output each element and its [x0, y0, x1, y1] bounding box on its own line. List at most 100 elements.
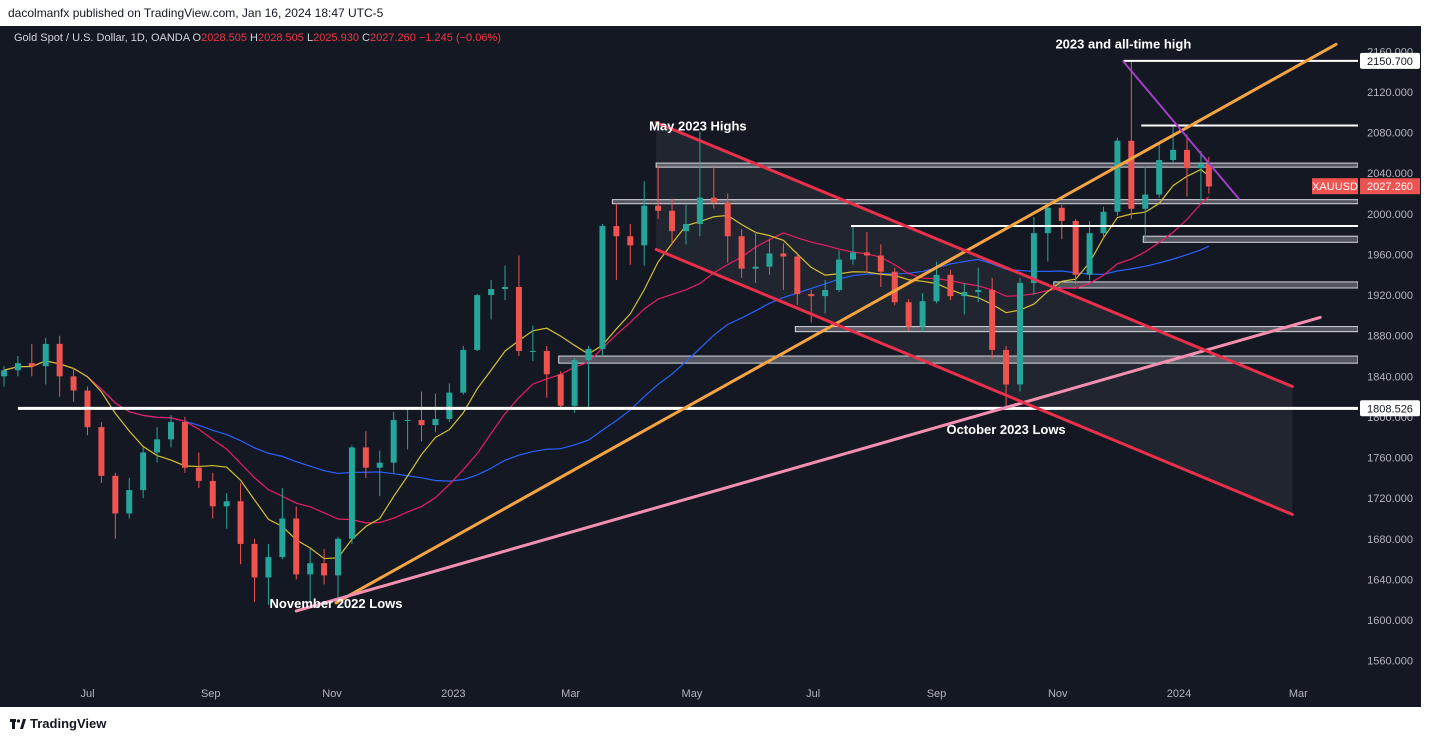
candle-body-55: [766, 253, 773, 267]
candle-body-38: [529, 350, 536, 352]
y-tick-label-13: 1640.000: [1367, 574, 1413, 586]
candle-body-17: [237, 501, 244, 544]
candle-body-43: [599, 226, 606, 349]
legend-low-label: L: [306, 32, 314, 44]
legend-high: 2028.505: [258, 32, 304, 44]
candle-body-11: [154, 439, 161, 453]
candle-body-51: [710, 197, 717, 203]
candle-body-3: [42, 343, 49, 367]
chart-panel[interactable]: 2023 and all-time high May 2023 Highs Nove…: [0, 26, 1421, 707]
candle-body-74: [1030, 233, 1037, 283]
candle-body-66: [919, 301, 926, 327]
candle-body-20: [279, 518, 286, 558]
candle-body-26: [362, 447, 369, 468]
candle-body-49: [682, 224, 689, 232]
x-tick-label-2: Nov: [322, 688, 342, 700]
candle-body-60: [836, 259, 843, 291]
trendline-pink: [294, 315, 1322, 613]
candle-body-41: [571, 360, 578, 406]
candle-body-72: [1003, 349, 1010, 385]
published-header: dacolmanfx published on TradingView.com,…: [0, 0, 1429, 26]
ma-50-line: [3, 168, 1210, 560]
candle-body-87: [1205, 164, 1212, 187]
level-tag-bg-0: [1360, 52, 1420, 69]
candle-body-80: [1114, 140, 1121, 212]
time-axis: [0, 681, 1421, 707]
candle-body-54: [752, 266, 759, 269]
candle-body-59: [822, 290, 829, 297]
candle-body-39: [543, 350, 550, 375]
y-tick-label-15: 1560.000: [1367, 656, 1413, 668]
candle-body-28: [390, 420, 397, 463]
channel-fill: [656, 122, 1293, 515]
candle-body-70: [975, 290, 982, 293]
candle-body-37: [515, 286, 522, 351]
candle-body-77: [1072, 220, 1079, 275]
candle-body-84: [1170, 149, 1177, 161]
candle-body-14: [195, 467, 202, 481]
candle-body-8: [112, 475, 119, 514]
candle-body-2: [28, 363, 35, 367]
candle-body-85: [1184, 149, 1191, 169]
candle-body-24: [335, 538, 342, 576]
candle-body-13: [181, 422, 188, 468]
candle-body-81: [1128, 140, 1135, 209]
candle-body-44: [613, 226, 620, 237]
annotation-1: May 2023 Highs: [649, 119, 747, 134]
tradingview-logo-icon: [10, 718, 26, 729]
support-zone-2: [1142, 235, 1359, 243]
tradingview-logo[interactable]: TradingView: [10, 716, 106, 731]
y-tick-label-14: 1600.000: [1367, 615, 1413, 627]
candle-body-25: [348, 447, 355, 539]
candle-body-83: [1156, 160, 1163, 195]
y-tick-label-10: 1760.000: [1367, 453, 1413, 465]
candle-body-42: [585, 348, 592, 361]
annotation-2: November 2022 Lows: [270, 596, 403, 611]
trendline-red-lower: [654, 247, 1294, 516]
legend-close-label: C: [362, 32, 370, 44]
candle-body-5: [70, 376, 77, 391]
annotation-0: 2023 and all-time high: [1055, 36, 1191, 51]
x-tick-label-7: Sep: [927, 688, 947, 700]
candle-body-9: [126, 490, 133, 514]
candle-body-34: [474, 295, 481, 350]
legend-symbol: Gold Spot / U.S. Dollar, 1D, OANDA: [14, 32, 190, 44]
y-tick-label-4: 2000.000: [1367, 209, 1413, 221]
candle-body-56: [780, 253, 787, 257]
ma-100-line: [3, 196, 1210, 524]
candle-body-53: [738, 236, 745, 269]
published-text: dacolmanfx published on TradingView.com,…: [8, 6, 384, 20]
last-price-tag: 2027.260: [1367, 181, 1413, 193]
price-axis: [1358, 26, 1421, 707]
candle-body-16: [223, 501, 230, 507]
price-chart[interactable]: 2023 and all-time high May 2023 Highs Nove…: [0, 26, 1421, 707]
candle-body-50: [696, 197, 703, 225]
candle-body-36: [502, 286, 509, 290]
candle-body-58: [808, 294, 815, 297]
candle-body-0: [0, 370, 7, 377]
trendline-red-upper: [654, 120, 1294, 389]
candle-body-33: [460, 349, 467, 393]
y-tick-label-11: 1720.000: [1367, 493, 1413, 505]
candle-body-79: [1100, 211, 1107, 234]
x-tick-label-8: Nov: [1048, 688, 1068, 700]
candle-body-64: [891, 271, 898, 303]
candle-body-61: [849, 252, 856, 260]
x-tick-label-6: Jul: [806, 688, 820, 700]
candle-body-71: [989, 290, 996, 350]
candle-body-52: [724, 202, 731, 237]
candle-body-48: [669, 210, 676, 232]
candle-body-46: [641, 205, 648, 246]
candle-body-22: [307, 563, 314, 575]
candle-body-63: [877, 255, 884, 272]
candle-body-10: [140, 452, 147, 491]
candle-body-73: [1016, 282, 1023, 385]
y-tick-label-12: 1680.000: [1367, 534, 1413, 546]
candle-body-30: [418, 420, 425, 426]
candle-body-15: [209, 480, 216, 507]
candle-body-57: [794, 256, 801, 295]
candle-body-12: [167, 422, 174, 440]
legend-change: −1.245 (−0.06%): [418, 32, 501, 44]
candle-body-40: [557, 374, 564, 406]
trendline-purple: [1122, 60, 1240, 200]
